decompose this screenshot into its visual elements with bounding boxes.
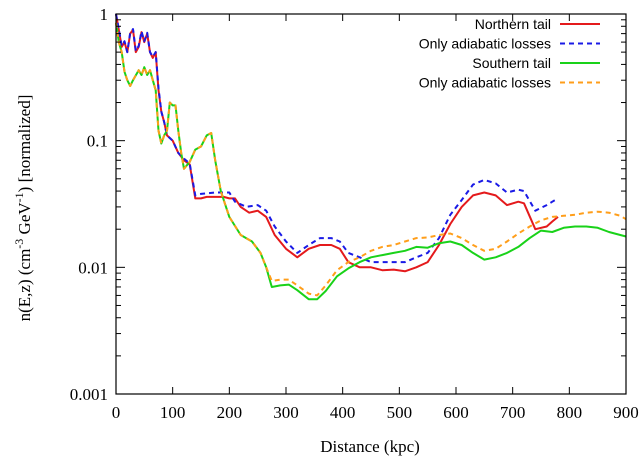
plot-frame — [115, 13, 627, 395]
legend-label-3: Only adiabatic losses — [419, 75, 551, 91]
legend-label-2: Southern tail — [472, 55, 551, 71]
x-tick-label: 400 — [330, 403, 356, 422]
legend-label-0: Northern tail — [475, 16, 551, 32]
y-tick-label: 0.001 — [70, 385, 108, 404]
x-tick-label: 600 — [443, 403, 469, 422]
y-tick-label: 0.1 — [87, 132, 108, 151]
x-tick-label: 800 — [557, 403, 583, 422]
x-tick-label: 900 — [613, 403, 639, 422]
legend-label-1: Only adiabatic losses — [419, 36, 551, 52]
x-tick-label: 200 — [217, 403, 243, 422]
x-tick-label: 100 — [160, 403, 186, 422]
x-tick-label: 500 — [387, 403, 413, 422]
series-line-0 — [115, 13, 559, 273]
x-tick-label: 700 — [500, 403, 526, 422]
y-tick-label: 1 — [100, 5, 109, 24]
x-tick-label: 300 — [273, 403, 299, 422]
tick-layer: 0 100 200 300 400 500 600 700 800 900 1 0.1 0.01 0.00… — [70, 5, 639, 422]
y-tick-label: 0.01 — [78, 258, 108, 277]
legend: Northern tail Only adiabatic losses Southe… — [419, 16, 600, 91]
y-axis-label: n(E,z) (cm-3 GeV-1) [normalized] — [12, 95, 34, 322]
series-layer — [115, 13, 627, 301]
series-line-1 — [115, 13, 559, 264]
series-line-3 — [115, 22, 627, 297]
x-axis-label: Distance (kpc) — [320, 437, 420, 456]
x-tick-label: 0 — [112, 403, 121, 422]
